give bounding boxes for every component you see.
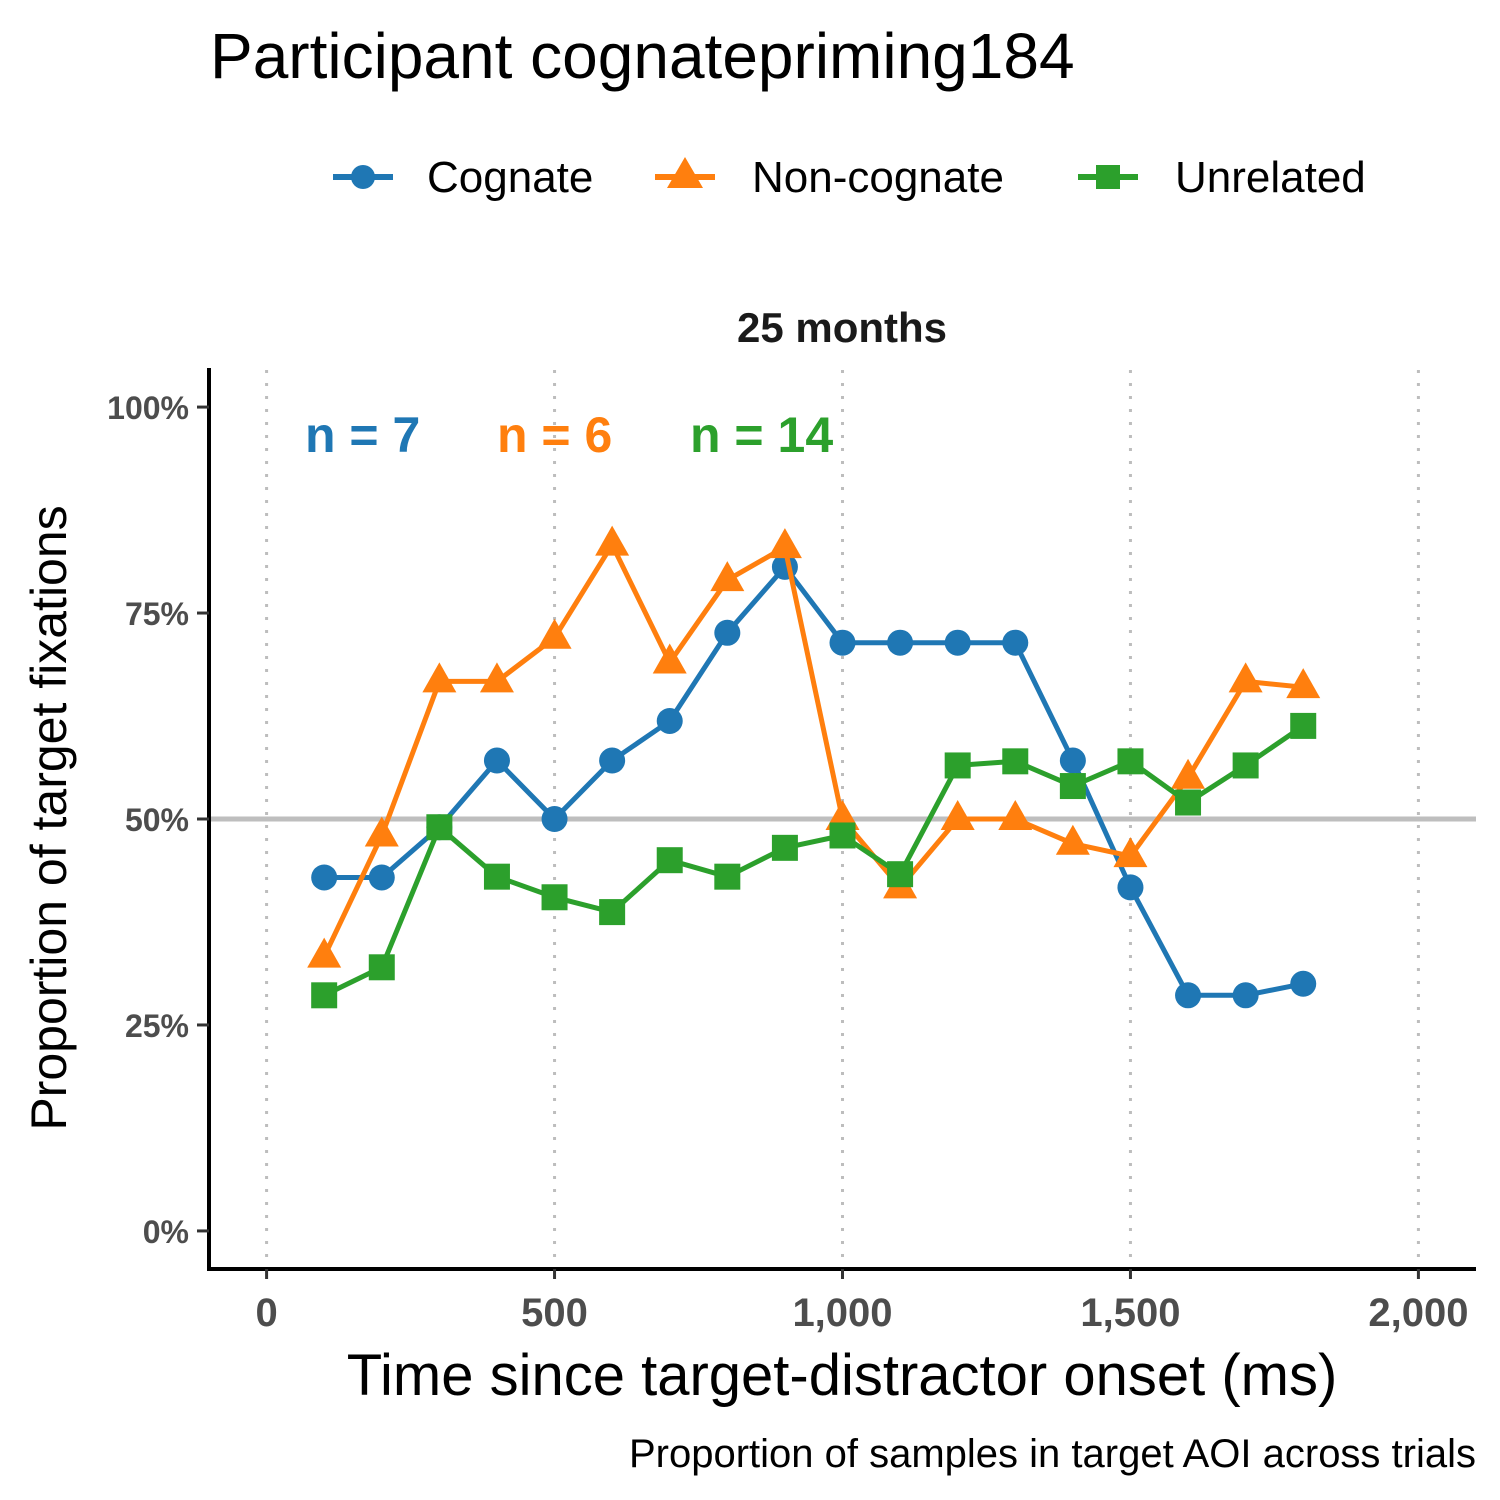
- data-point-unrelated: [368, 954, 395, 981]
- data-point-cognate: [541, 806, 568, 832]
- data-point-non-cognate: [1113, 837, 1148, 868]
- series-cognate: [311, 553, 1317, 1009]
- data-point-unrelated: [426, 814, 453, 841]
- data-point-unrelated: [771, 834, 798, 861]
- data-point-unrelated: [714, 863, 741, 890]
- legend-item-unrelated: Unrelated: [1078, 153, 1366, 202]
- data-point-cognate: [1290, 970, 1317, 997]
- legend-label-cognate: Cognate: [427, 153, 593, 202]
- caption: Proportion of samples in target AOI acro…: [629, 1432, 1476, 1476]
- y-tick-label: 50%: [125, 802, 189, 838]
- data-point-non-cognate: [1055, 824, 1090, 855]
- annotation-unrelated-n: n = 14: [690, 407, 833, 463]
- x-tick-label: 1,000: [792, 1291, 892, 1335]
- data-point-non-cognate: [307, 937, 342, 968]
- x-tick-label: 500: [521, 1291, 588, 1335]
- legend-label-unrelated: Unrelated: [1175, 153, 1366, 202]
- y-tick-label: 75%: [125, 596, 189, 632]
- data-point-unrelated: [1175, 789, 1202, 816]
- data-point-unrelated: [1232, 752, 1259, 779]
- x-axis-ticks: 0 500 1,000 1,500 2,000: [255, 1269, 1468, 1335]
- data-point-cognate: [656, 707, 683, 734]
- data-point-cognate: [599, 747, 626, 774]
- data-point-cognate: [368, 864, 395, 891]
- data-point-cognate: [1059, 747, 1086, 774]
- x-axis-title: Time since target-distractor onset (ms): [347, 1343, 1338, 1408]
- data-point-cognate: [944, 629, 971, 656]
- data-point-non-cognate: [1286, 668, 1321, 699]
- data-point-cognate: [887, 629, 914, 656]
- data-point-unrelated: [887, 861, 914, 888]
- legend-item-non-cognate: Non-cognate: [655, 153, 1004, 202]
- data-point-cognate: [829, 629, 856, 656]
- legend-marker-cognate: [351, 165, 375, 189]
- data-point-non-cognate: [1171, 758, 1206, 789]
- y-axis-ticks: 0% 25% 50% 75% 100%: [107, 390, 209, 1250]
- y-tick-label: 25%: [125, 1008, 189, 1044]
- data-point-unrelated: [944, 752, 971, 779]
- data-point-unrelated: [656, 847, 683, 874]
- data-point-non-cognate: [998, 800, 1033, 830]
- data-point-cognate: [1232, 982, 1259, 1009]
- legend: Cognate Non-cognate Unrelated: [333, 153, 1366, 202]
- data-point-unrelated: [1059, 773, 1086, 800]
- data-point-non-cognate: [940, 800, 975, 830]
- data-point-non-cognate: [1228, 662, 1263, 693]
- data-point-cognate: [1175, 982, 1202, 1009]
- x-tick-label: 1,500: [1080, 1291, 1180, 1335]
- data-point-non-cognate: [422, 662, 457, 693]
- y-tick-label: 100%: [107, 390, 189, 426]
- annotation-non-cognate-n: n = 6: [497, 407, 612, 463]
- data-point-cognate: [1117, 874, 1144, 901]
- data-point-cognate: [311, 864, 338, 891]
- x-tick-label: 0: [255, 1291, 277, 1335]
- data-point-unrelated: [1290, 712, 1317, 739]
- data-point-unrelated: [311, 982, 338, 1009]
- legend-label-non-cognate: Non-cognate: [752, 153, 1004, 202]
- data-series: [307, 525, 1321, 1009]
- annotation-cognate-n: n = 7: [305, 407, 420, 463]
- y-tick-label: 0%: [143, 1214, 189, 1250]
- data-point-non-cognate: [364, 816, 399, 847]
- series-line-unrelated: [323, 723, 1305, 998]
- data-point-unrelated: [599, 899, 626, 926]
- data-point-non-cognate: [537, 618, 572, 649]
- series-non-cognate: [307, 525, 1321, 968]
- annotations: n = 7 n = 6 n = 14: [305, 407, 833, 463]
- data-point-non-cognate: [595, 525, 630, 556]
- data-point-non-cognate: [710, 561, 745, 592]
- legend-marker-unrelated: [1096, 165, 1120, 189]
- facet-label: 25 months: [737, 304, 947, 351]
- data-point-unrelated: [483, 863, 510, 890]
- y-axis-title: Proportion of target fixations: [21, 505, 77, 1130]
- legend-item-cognate: Cognate: [333, 153, 593, 202]
- legend-marker-non-cognate: [667, 157, 703, 188]
- data-point-unrelated: [1117, 748, 1144, 775]
- data-point-cognate: [714, 619, 741, 646]
- series-line-cognate: [324, 564, 1304, 998]
- data-point-non-cognate: [479, 662, 514, 693]
- series-unrelated: [311, 712, 1317, 1009]
- data-point-non-cognate: [767, 528, 802, 559]
- data-point-cognate: [1002, 629, 1029, 656]
- x-tick-label: 2,000: [1368, 1291, 1468, 1335]
- chart-title: Participant cognatepriming184: [210, 20, 1075, 92]
- data-point-cognate: [483, 747, 510, 774]
- data-point-non-cognate: [652, 643, 687, 674]
- data-point-unrelated: [829, 822, 856, 849]
- data-point-unrelated: [1002, 748, 1029, 775]
- data-point-unrelated: [541, 884, 568, 911]
